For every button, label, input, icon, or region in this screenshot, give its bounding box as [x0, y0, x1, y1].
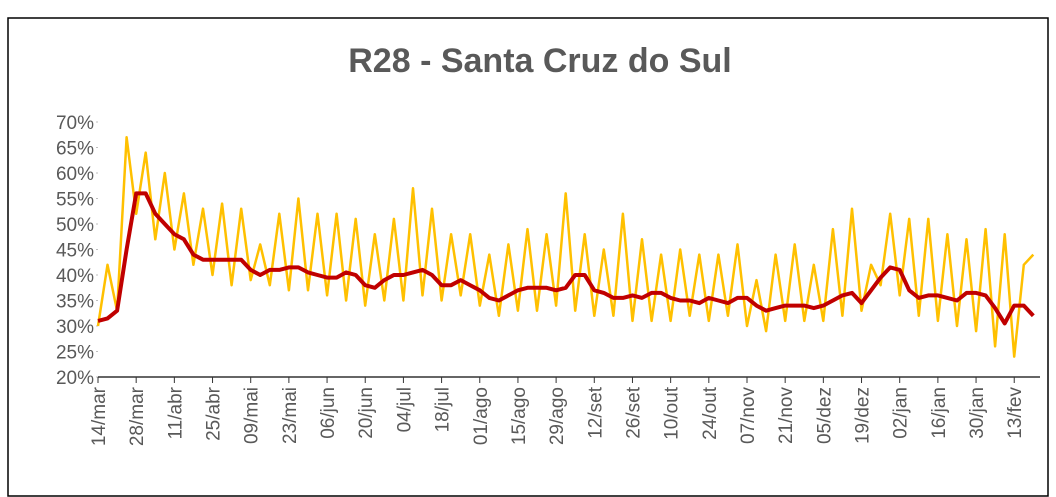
x-tick-label: 26/set — [623, 386, 644, 438]
x-tick-label: 19/dez — [853, 387, 874, 444]
chart-frame — [7, 17, 1049, 497]
x-tick-label: 28/mar — [127, 386, 148, 446]
x-tick-label: 21/nov — [776, 387, 797, 445]
x-tick-label: 11/abr — [165, 386, 186, 439]
x-tick-label: 01/ago — [471, 387, 492, 445]
chart-title: R28 - Santa Cruz do Sul — [348, 42, 732, 80]
x-tick-label: 15/ago — [509, 387, 530, 445]
x-tick-label: 09/mai — [242, 387, 263, 444]
y-tick-label: 45% — [56, 241, 94, 262]
x-tick-label: 16/jan — [929, 387, 950, 439]
x-tick-label: 14/mar — [89, 386, 110, 446]
y-tick-label: 60% — [56, 164, 94, 185]
y-tick-label: 65% — [56, 139, 94, 160]
x-tick-label: 02/jan — [891, 387, 912, 439]
series-line — [97, 191, 1035, 326]
x-tick-label: 13/fev — [1005, 387, 1026, 439]
y-tick-label: 55% — [56, 190, 94, 211]
series-line — [96, 136, 1035, 358]
y-tick-label: 50% — [56, 215, 94, 236]
x-tick-label: 25/abr — [204, 386, 225, 441]
y-tick-label: 40% — [56, 266, 94, 287]
x-tick-label: 24/out — [700, 386, 721, 440]
x-tick-label: 04/jul — [394, 387, 415, 432]
x-tick-label: 06/jun — [318, 387, 339, 439]
x-tick-label: 29/ago — [547, 387, 568, 445]
x-tick-label: 12/set — [585, 386, 606, 438]
y-tick-label: 35% — [56, 292, 94, 313]
y-tick-label: 25% — [56, 343, 94, 364]
x-tick-label: 20/jun — [356, 387, 377, 439]
x-tick-label: 05/dez — [814, 387, 835, 444]
x-tick-label: 23/mai — [280, 387, 301, 444]
x-tick-label: 18/jul — [433, 387, 454, 432]
x-tick-label: 07/nov — [738, 387, 759, 445]
y-tick-label: 30% — [56, 317, 94, 338]
x-tick-label: 30/jan — [967, 387, 988, 439]
y-tick-label: 20% — [56, 368, 94, 389]
x-tick-label: 10/out — [662, 386, 683, 440]
y-tick-label: 70% — [56, 113, 94, 134]
